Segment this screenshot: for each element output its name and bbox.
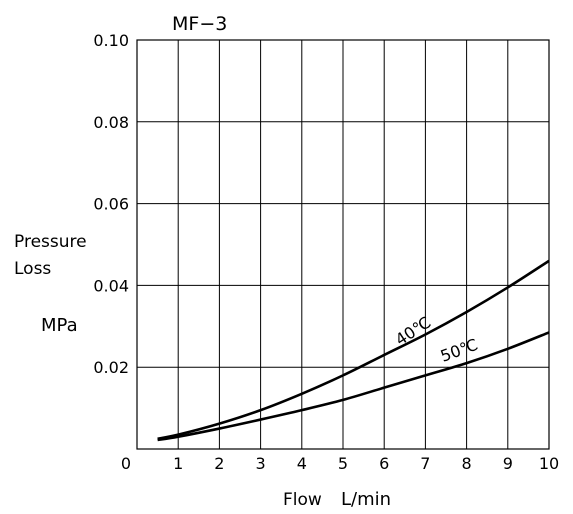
x-tick-label-0: 0	[121, 454, 131, 473]
y-tick-label-0.04: 0.04	[93, 276, 129, 295]
x-tick-label-7: 7	[420, 454, 430, 473]
x-tick-label-2: 2	[214, 454, 224, 473]
x-tick-label-9: 9	[503, 454, 513, 473]
x-axis-unit: L/min	[341, 489, 391, 510]
curve-series-1	[157, 331, 550, 442]
curves	[157, 259, 550, 442]
x-tick-label-8: 8	[462, 454, 472, 473]
x-axis-label: Flow	[283, 490, 322, 510]
grid-lines	[137, 40, 549, 449]
y-axis-label-line2: Loss	[14, 259, 51, 279]
tick-labels: 0 1 2 3 4 5 6 7 8 9 10 0.02 0.04 0.06 0.08 0.10	[93, 31, 559, 473]
x-tick-label-6: 6	[379, 454, 389, 473]
y-axis-unit: MPa	[41, 315, 78, 336]
y-tick-label-0.08: 0.08	[93, 113, 129, 132]
x-tick-label-5: 5	[338, 454, 348, 473]
plot-frame	[136, 39, 550, 450]
series-label-40c: 40℃	[392, 313, 435, 350]
y-axis-label-line1: Pressure	[14, 232, 87, 252]
x-tick-label-3: 3	[256, 454, 266, 473]
x-tick-label-10: 10	[539, 454, 559, 473]
y-tick-label-0.02: 0.02	[93, 358, 129, 377]
curve-series-0	[157, 259, 550, 441]
y-tick-label-0.06: 0.06	[93, 195, 129, 214]
chart-title: MF−3	[172, 13, 227, 35]
y-tick-label-0.10: 0.10	[93, 31, 129, 50]
x-tick-label-1: 1	[173, 454, 183, 473]
x-tick-label-4: 4	[297, 454, 307, 473]
